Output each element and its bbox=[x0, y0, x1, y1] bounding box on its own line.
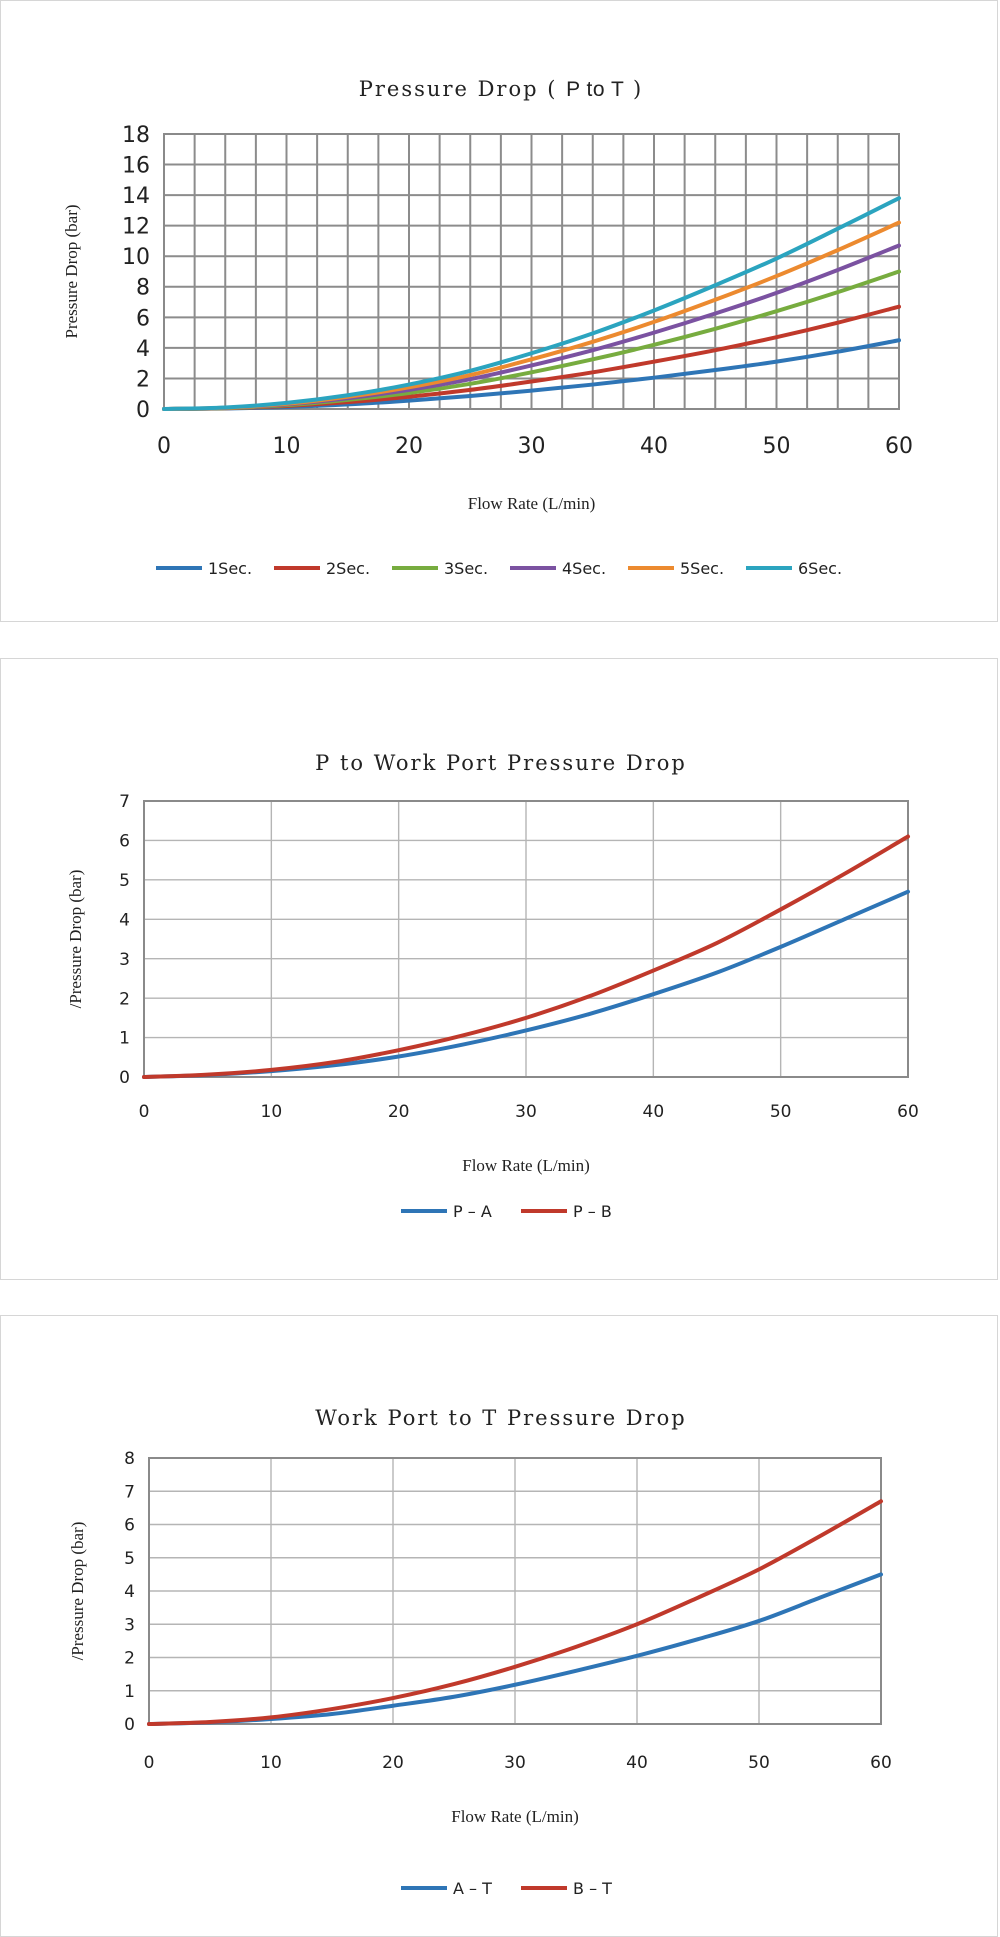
x-axis-label: Flow Rate (L/min) bbox=[462, 1156, 589, 1175]
y-tick-label: 0 bbox=[119, 1068, 130, 1088]
legend-label: 5Sec. bbox=[680, 559, 724, 578]
x-tick-label: 20 bbox=[388, 1102, 410, 1122]
series-line bbox=[142, 834, 910, 1079]
x-axis-label: Flow Rate (L/min) bbox=[468, 494, 595, 513]
x-tick-label: 50 bbox=[770, 1102, 792, 1122]
legend-label: 3Sec. bbox=[444, 559, 488, 578]
legend-label: 4Sec. bbox=[562, 559, 606, 578]
chart-title: Work Port to T Pressure Drop bbox=[315, 1406, 687, 1430]
x-tick-label: 10 bbox=[260, 1753, 282, 1773]
legend-label: P – A bbox=[453, 1202, 492, 1221]
y-tick-label: 7 bbox=[124, 1482, 135, 1502]
legend-label: P – B bbox=[573, 1202, 612, 1221]
y-tick-label: 8 bbox=[136, 276, 150, 301]
x-tick-label: 0 bbox=[139, 1102, 150, 1122]
y-tick-label: 2 bbox=[124, 1649, 135, 1669]
y-tick-label: 14 bbox=[122, 184, 150, 209]
y-tick-label: 18 bbox=[122, 123, 150, 148]
y-tick-label: 8 bbox=[124, 1449, 135, 1469]
x-tick-label: 30 bbox=[504, 1753, 526, 1773]
y-tick-label: 2 bbox=[136, 367, 150, 392]
y-tick-label: 4 bbox=[124, 1582, 135, 1602]
chart-panel-p-to-work-port: P to Work Port Pressure Drop 0 10 20 30 40 50 6… bbox=[0, 658, 998, 1280]
x-tick-label: 20 bbox=[382, 1753, 404, 1773]
x-tick-label: 0 bbox=[144, 1753, 155, 1773]
y-tick-label: 16 bbox=[122, 153, 150, 178]
y-tick-label: 0 bbox=[124, 1715, 135, 1735]
y-tick-label: 10 bbox=[122, 245, 150, 270]
y-tick-label: 2 bbox=[119, 989, 130, 1009]
x-tick-label: 0 bbox=[157, 434, 171, 459]
legend-label: B – T bbox=[573, 1879, 612, 1898]
chart-panel-work-port-to-t: Work Port to T Pressure Drop 0 10 20 30 40 50 6… bbox=[0, 1315, 998, 1937]
x-tick-label: 10 bbox=[261, 1102, 283, 1122]
x-axis-label: Flow Rate (L/min) bbox=[451, 1807, 578, 1826]
chart-p-to-t: Pressure Drop ( P to T ) 0 10 20 30 40 50 60 0 2 4… bbox=[62, 77, 913, 578]
legend-label: 6Sec. bbox=[798, 559, 842, 578]
y-tick-label: 3 bbox=[119, 950, 130, 970]
legend-label: 2Sec. bbox=[326, 559, 370, 578]
y-tick-label: 5 bbox=[119, 871, 130, 891]
x-tick-label: 50 bbox=[763, 434, 791, 459]
series-line bbox=[147, 1499, 883, 1726]
y-tick-label: 6 bbox=[124, 1516, 135, 1536]
y-tick-label: 5 bbox=[124, 1549, 135, 1569]
y-axis-label: Pressure Drop (bar) bbox=[62, 204, 81, 338]
x-tick-label: 30 bbox=[515, 1102, 537, 1122]
y-tick-label: 1 bbox=[124, 1682, 135, 1702]
y-axis-label: /Pressure Drop (bar) bbox=[66, 870, 85, 1009]
x-tick-label: 20 bbox=[395, 434, 423, 459]
x-tick-label: 10 bbox=[273, 434, 301, 459]
series-line bbox=[162, 196, 901, 411]
x-tick-label: 60 bbox=[870, 1753, 892, 1773]
y-tick-label: 6 bbox=[119, 832, 130, 852]
chart-title: P to Work Port Pressure Drop bbox=[315, 751, 687, 775]
y-axis-label: /Pressure Drop (bar) bbox=[68, 1522, 87, 1661]
plot-border bbox=[143, 800, 909, 1078]
chart-title-part: Pressure Drop ( bbox=[359, 77, 566, 101]
y-tick-label: 7 bbox=[119, 792, 130, 812]
legend-label: 1Sec. bbox=[208, 559, 252, 578]
y-tick-label: 3 bbox=[124, 1615, 135, 1635]
legend-label: A – T bbox=[453, 1879, 492, 1898]
y-tick-label: 0 bbox=[136, 398, 150, 423]
x-tick-label: 40 bbox=[626, 1753, 648, 1773]
y-tick-label: 1 bbox=[119, 1029, 130, 1049]
y-tick-label: 4 bbox=[136, 337, 150, 362]
y-tick-label: 6 bbox=[136, 306, 150, 331]
y-tick-label: 4 bbox=[119, 910, 130, 930]
x-tick-label: 60 bbox=[897, 1102, 919, 1122]
x-tick-label: 30 bbox=[518, 434, 546, 459]
x-tick-label: 40 bbox=[643, 1102, 665, 1122]
chart-title-part: ) bbox=[624, 77, 643, 101]
x-tick-label: 60 bbox=[885, 434, 913, 459]
plot-border bbox=[148, 1457, 882, 1725]
x-tick-label: 50 bbox=[748, 1753, 770, 1773]
x-tick-label: 40 bbox=[640, 434, 668, 459]
chart-title: Pressure Drop ( P to T ) bbox=[359, 77, 643, 101]
chart-panel-p-to-t: Pressure Drop ( P to T ) 0 10 20 30 40 50 60 0 2 4… bbox=[0, 0, 998, 622]
chart-title-part: P to T bbox=[566, 78, 624, 101]
y-tick-label: 12 bbox=[122, 215, 150, 240]
